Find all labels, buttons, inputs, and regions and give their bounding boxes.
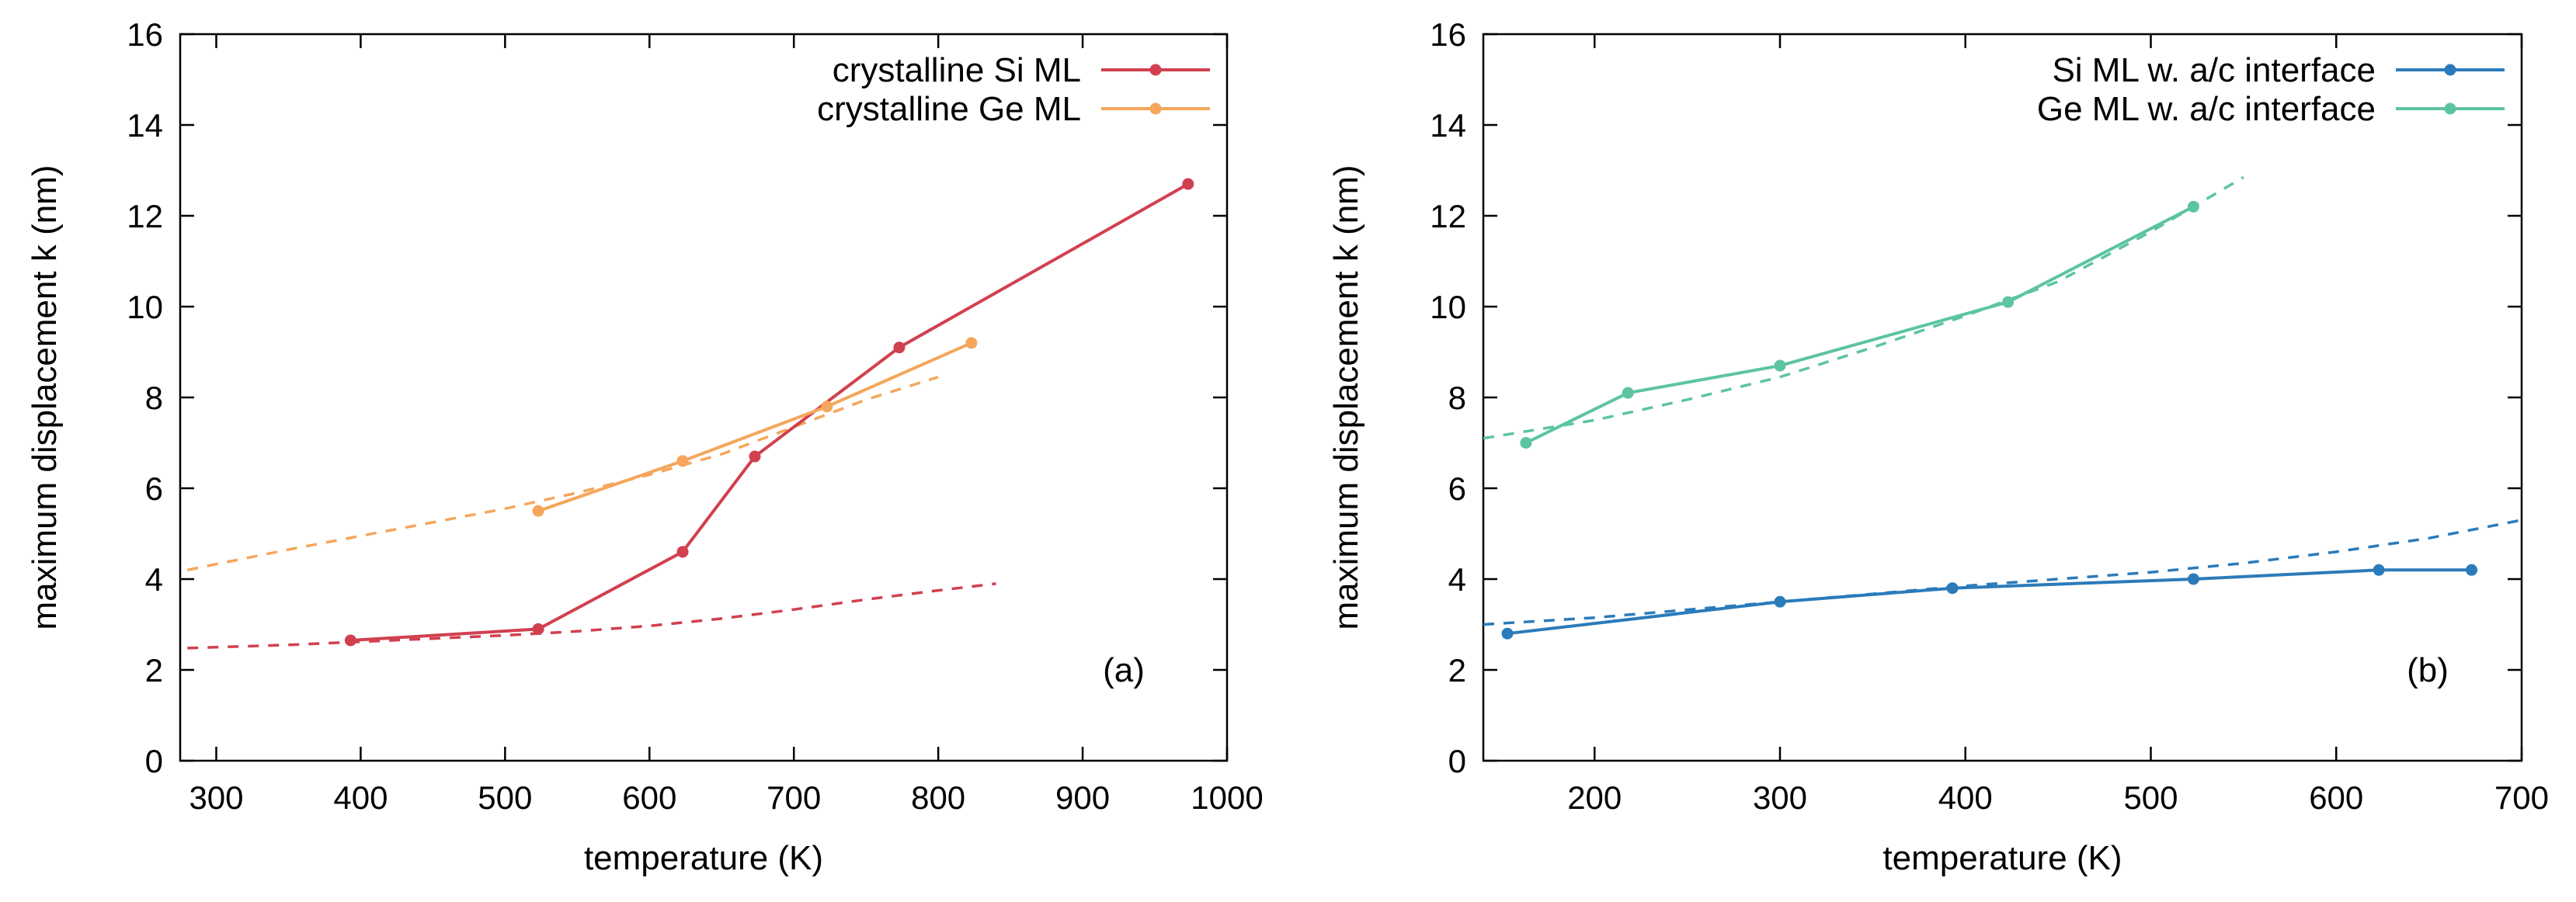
y-tick-label: 0 xyxy=(145,743,163,779)
data-point xyxy=(2187,573,2199,585)
series-line-1 xyxy=(1507,568,2472,636)
x-axis-label: temperature (K) xyxy=(584,839,823,877)
legend-marker xyxy=(1149,102,1162,115)
y-tick-label: 6 xyxy=(145,470,163,507)
panel-b: 200 300 400 500 600 700 0 2 4 6 8 10 12 14 16 temperatu… xyxy=(1327,16,2549,877)
fit-curve-2 xyxy=(186,376,939,572)
data-point xyxy=(676,546,689,558)
y-tick-label: 12 xyxy=(1430,198,1466,234)
plot-frame xyxy=(179,33,1229,762)
data-point xyxy=(821,401,833,413)
legend-marker xyxy=(2444,64,2456,76)
x-tick-label: 800 xyxy=(911,779,965,816)
panel-label: (b) xyxy=(2407,651,2449,689)
data-point xyxy=(1946,582,1959,595)
x-tick-label: 500 xyxy=(2123,779,2178,816)
y-tick-label: 10 xyxy=(127,289,163,325)
plot-frame xyxy=(1482,33,2523,762)
legend-marker xyxy=(2444,102,2456,115)
data-point xyxy=(2373,564,2385,576)
panel-a: 300 400 500 600 700 800 900 1000 0 2 4 6 8 10 12 14 16 te… xyxy=(26,16,1264,877)
x-tick-label: 600 xyxy=(2309,779,2363,816)
y-tick-label: 0 xyxy=(1448,743,1466,779)
x-tick-label: 300 xyxy=(1753,779,1807,816)
data-point xyxy=(965,337,978,349)
panel-label: (a) xyxy=(1103,651,1145,689)
y-tick-label: 10 xyxy=(1430,289,1466,325)
x-tick-label: 700 xyxy=(767,779,821,816)
legend-label: Si ML w. a/c interface xyxy=(2052,51,2376,89)
y-axis-label: maximum displacement k (nm) xyxy=(26,165,64,630)
data-point xyxy=(2002,296,2015,308)
y-tick-label: 14 xyxy=(127,107,163,144)
data-point xyxy=(1520,437,1532,449)
data-point xyxy=(676,455,689,467)
series-line-2 xyxy=(1525,205,2195,445)
y-tick-label: 12 xyxy=(127,198,163,234)
y-tick-label: 8 xyxy=(145,380,163,416)
legend-label: Ge ML w. a/c interface xyxy=(2037,90,2376,128)
y-tick-label: 4 xyxy=(145,561,163,598)
y-tick-label: 16 xyxy=(1430,16,1466,53)
legend-label: crystalline Ge ML xyxy=(817,90,1081,128)
data-point xyxy=(1774,359,1786,372)
legend-marker xyxy=(1149,64,1162,76)
series-line-1 xyxy=(350,182,1189,642)
fit-curve-1 xyxy=(1483,519,2522,626)
y-tick-label: 6 xyxy=(1448,470,1466,507)
fit-curve-2 xyxy=(1483,175,2244,440)
data-point xyxy=(893,342,906,354)
x-tick-label: 600 xyxy=(622,779,676,816)
fit-curve-1 xyxy=(187,582,996,650)
x-tick-label: 900 xyxy=(1055,779,1110,816)
x-axis-label: temperature (K) xyxy=(1882,839,2122,877)
data-point xyxy=(1774,595,1786,608)
data-point xyxy=(344,634,356,647)
data-point xyxy=(1501,627,1514,640)
y-tick-label: 2 xyxy=(145,652,163,689)
y-tick-label: 4 xyxy=(1448,561,1466,598)
x-tick-label: 400 xyxy=(1938,779,1993,816)
data-point xyxy=(532,505,544,517)
legend-label: crystalline Si ML xyxy=(833,51,1081,89)
data-point xyxy=(2466,564,2478,576)
y-tick-label: 16 xyxy=(127,16,163,53)
data-point xyxy=(1182,178,1194,190)
y-tick-label: 8 xyxy=(1448,380,1466,416)
y-axis-label: maximum displacement k (nm) xyxy=(1327,165,1365,630)
x-tick-label: 400 xyxy=(333,779,388,816)
y-tick-label: 2 xyxy=(1448,652,1466,689)
x-tick-label: 500 xyxy=(478,779,532,816)
data-point xyxy=(1622,387,1634,399)
data-point xyxy=(532,623,544,635)
x-tick-label: 300 xyxy=(189,779,243,816)
series-line-2 xyxy=(537,341,972,513)
y-tick-label: 14 xyxy=(1430,107,1466,144)
data-point xyxy=(749,450,761,463)
data-point xyxy=(2187,200,2199,213)
x-tick-label: 200 xyxy=(1567,779,1622,816)
x-tick-label: 700 xyxy=(2494,779,2549,816)
x-tick-label: 1000 xyxy=(1191,779,1263,816)
